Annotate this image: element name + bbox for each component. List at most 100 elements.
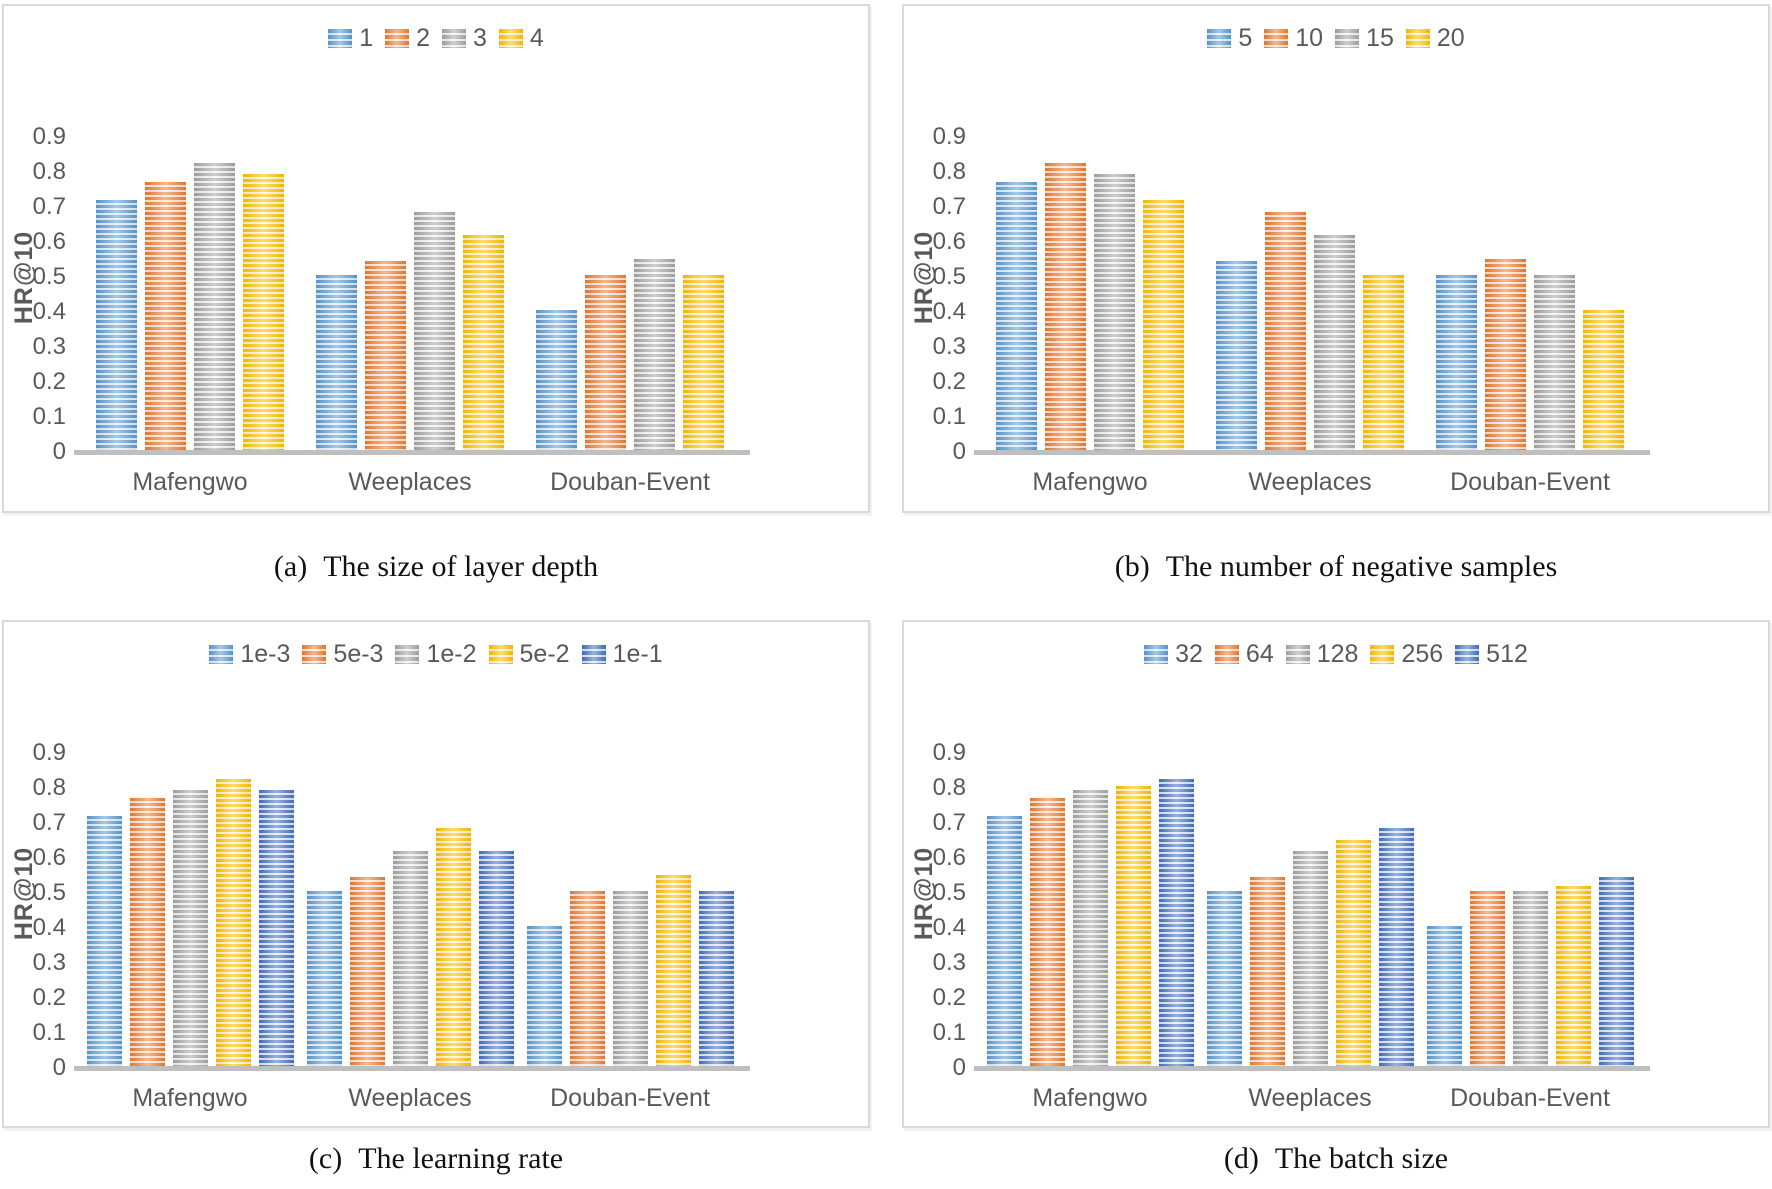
bar: [215, 779, 251, 1068]
legend-item: 3: [442, 24, 487, 53]
legend-label: 2: [416, 24, 430, 52]
plot-area: [80, 718, 740, 1068]
legend-label: 5e-3: [333, 640, 384, 668]
x-axis-labels: Mafengwo Weeplaces Douban-Event: [80, 1084, 740, 1113]
bar: [683, 275, 724, 452]
bar-group: [980, 718, 1200, 1068]
y-tick-label: 0.5: [932, 263, 966, 290]
bar-group: [1420, 718, 1640, 1068]
bar: [258, 790, 294, 1068]
y-tick-label: 0.7: [932, 809, 966, 836]
legend-label: 1e-3: [240, 640, 291, 668]
legend-item: 1e-3: [209, 640, 290, 669]
legend-label: 1e-2: [426, 640, 477, 668]
caption-c: (c) The learning rate: [2, 1128, 870, 1189]
category-label: Douban-Event: [550, 1084, 710, 1112]
legend-item: 5e-3: [302, 640, 383, 669]
legend-item: 2: [385, 24, 430, 53]
legend-swatch-icon: [1264, 29, 1289, 48]
caption-d: (d) The batch size: [902, 1128, 1770, 1189]
plot-area: [80, 102, 740, 452]
legend-swatch-icon: [302, 645, 327, 664]
legend-label: 5: [1238, 24, 1253, 52]
legend-label: 1: [359, 24, 374, 52]
bar-group: [300, 102, 520, 452]
legend-swatch-icon: [209, 645, 234, 664]
y-tick-label: 0.2: [32, 368, 66, 395]
y-tick-label: 0.1: [32, 1019, 66, 1046]
legend-item: 15: [1335, 24, 1394, 53]
bar: [585, 275, 626, 452]
bar: [1583, 310, 1624, 452]
y-tick-label: 0.9: [932, 739, 966, 766]
caption-d-prefix: (d): [1223, 1141, 1259, 1175]
y-tick-label: 0.9: [932, 123, 966, 150]
bar: [1512, 891, 1548, 1068]
bar: [478, 851, 514, 1068]
bar-group: [1420, 102, 1640, 452]
category-label: Weeplaces: [348, 1084, 472, 1112]
y-tick-label: 0.4: [32, 298, 66, 325]
bar: [1292, 851, 1328, 1068]
bar: [1206, 891, 1242, 1068]
y-tick-label: 0.1: [32, 403, 66, 430]
bar: [1216, 261, 1257, 452]
y-tick-label: 0.3: [32, 333, 66, 360]
y-tick-label: 0: [52, 438, 66, 465]
bar: [1143, 200, 1184, 452]
caption-b-text: The number of negative samples: [1165, 549, 1558, 583]
x-axis-labels: Mafengwo Weeplaces Douban-Event: [980, 1084, 1640, 1113]
legend-item: 1e-2: [395, 640, 477, 669]
bar: [129, 798, 165, 1068]
caption-a: (a) The size of layer depth: [2, 513, 870, 620]
bar: [86, 816, 122, 1068]
y-tick-label: 0.6: [32, 228, 66, 255]
legend-label: 512: [1486, 640, 1528, 668]
y-tick-label: 0: [52, 1054, 66, 1081]
y-tick-label: 0.8: [32, 158, 66, 185]
legend-item: 512: [1455, 640, 1528, 669]
legend-swatch-icon: [395, 645, 420, 664]
bar: [634, 259, 675, 452]
bar: [1598, 877, 1634, 1068]
legend-label: 4: [529, 24, 544, 52]
chart-panel-b: 5 10 15 20 HR@10 0 0.1 0.2 0.3 0.4 0.5 0.6 0.7 0.8 0…: [902, 4, 1770, 513]
bar: [414, 212, 455, 452]
y-tick-label: 0: [952, 438, 966, 465]
legend-swatch-icon: [581, 645, 606, 664]
y-tick-label: 0.9: [32, 739, 66, 766]
y-tick-label: 0.6: [932, 228, 966, 255]
bar: [698, 891, 734, 1068]
x-axis-line: [974, 1066, 1650, 1071]
legend-item: 128: [1285, 640, 1358, 669]
legend-swatch-icon: [442, 29, 466, 48]
y-tick-label: 0.6: [932, 844, 966, 871]
bar-group: [980, 102, 1200, 452]
y-tick-label: 0: [952, 1054, 966, 1081]
x-axis-labels: Mafengwo Weeplaces Douban-Event: [980, 468, 1640, 497]
legend-swatch-icon: [328, 29, 353, 48]
bar: [365, 261, 406, 452]
category-label: Douban-Event: [1450, 1084, 1610, 1112]
category-label: Douban-Event: [550, 468, 710, 496]
y-axis-ticks: 0 0.1 0.2 0.3 0.4 0.5 0.6 0.7 0.8 0.9: [4, 102, 66, 465]
bar: [612, 891, 648, 1068]
bar: [306, 891, 342, 1068]
legend-label: 3: [473, 24, 487, 52]
y-tick-label: 0.5: [932, 879, 966, 906]
y-tick-label: 0.1: [932, 1019, 966, 1046]
bar: [526, 926, 562, 1068]
plot-area: [980, 102, 1640, 452]
y-tick-label: 0.4: [32, 914, 66, 941]
bar-group: [80, 102, 300, 452]
legend-item: 5: [1207, 24, 1252, 53]
legend-swatch-icon: [488, 645, 513, 664]
legend-item: 1e-1: [581, 640, 663, 669]
category-label: Mafengwo: [132, 1084, 248, 1112]
legend-swatch-icon: [1370, 645, 1395, 664]
bar: [569, 891, 605, 1068]
legend-label: 10: [1295, 24, 1324, 52]
category-label: Weeplaces: [1248, 1084, 1372, 1112]
caption-d-text: The batch size: [1274, 1141, 1449, 1175]
category-label: Douban-Event: [1450, 468, 1610, 496]
